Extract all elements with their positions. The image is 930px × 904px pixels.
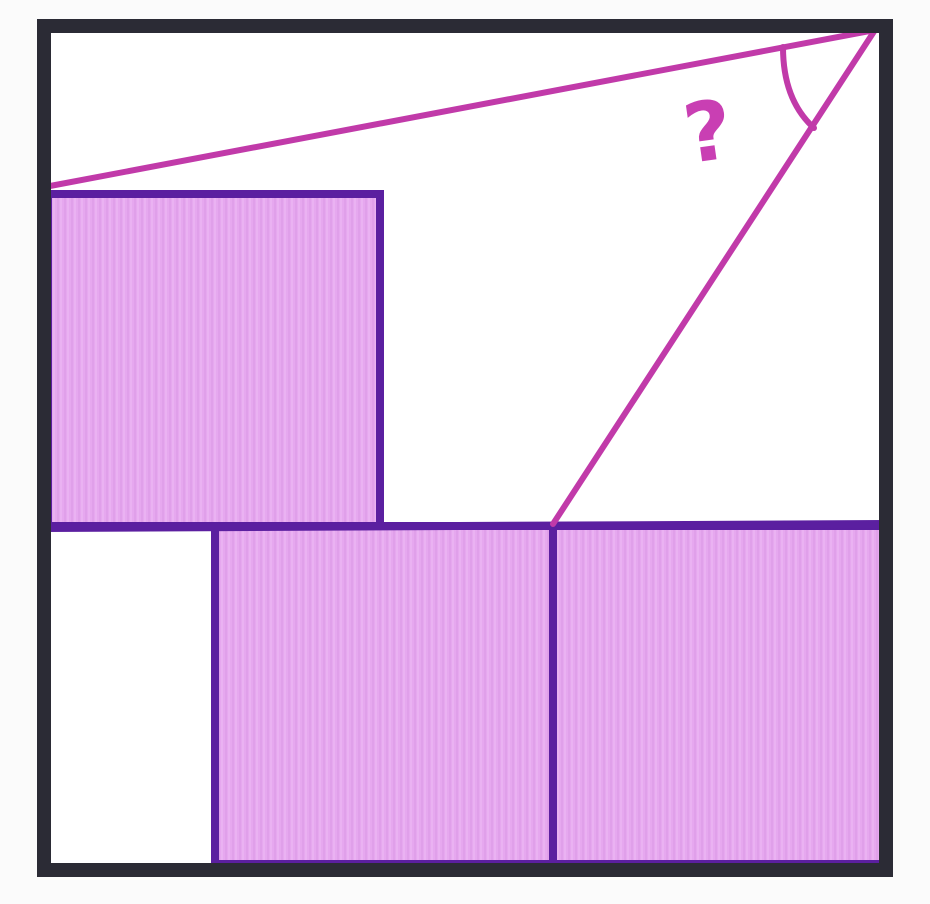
square-bottom-right bbox=[549, 522, 887, 868]
line-to-square-corner bbox=[550, 27, 878, 527]
line-to-left-edge bbox=[47, 27, 878, 189]
small-square-upper-left bbox=[44, 190, 384, 530]
square-bottom-middle bbox=[211, 522, 557, 868]
horizontal-divider bbox=[43, 520, 887, 532]
outer-square bbox=[37, 19, 893, 877]
angle-arc bbox=[780, 44, 817, 131]
